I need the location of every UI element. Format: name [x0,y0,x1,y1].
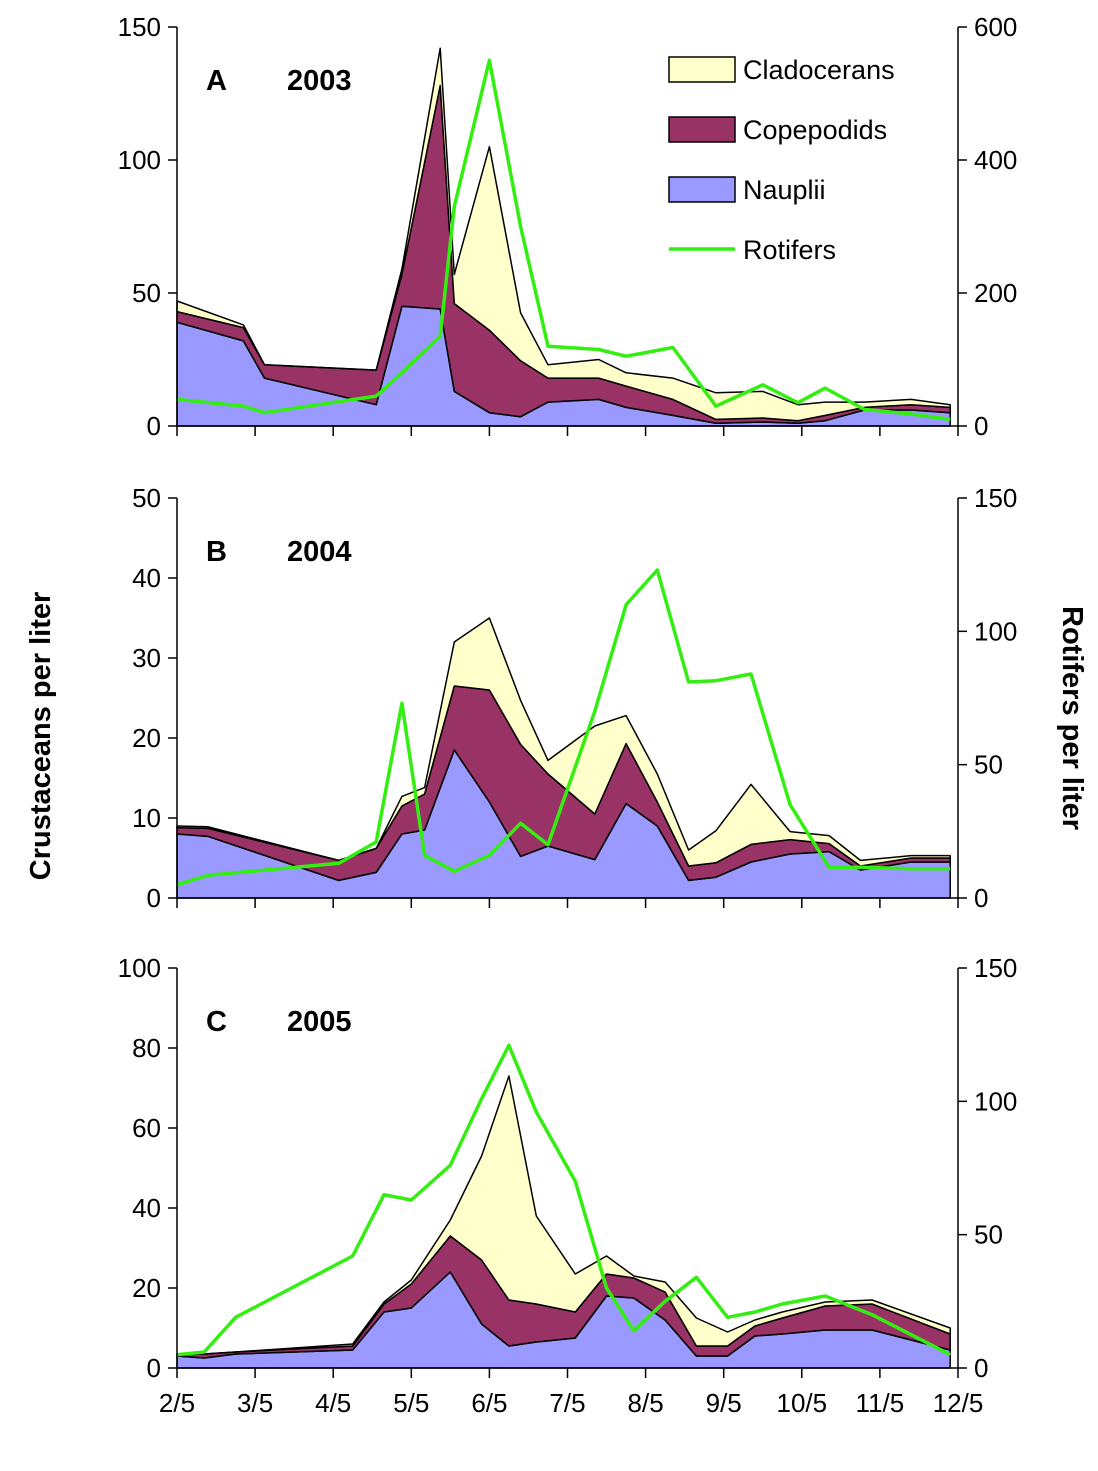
panel-b-left-tick-label: 50 [132,483,161,513]
panel-c-year: 2005 [287,1006,352,1038]
panel-c-right-tick-label: 100 [974,1086,1017,1116]
legend-swatch-copepodids [668,116,736,143]
panel-b-left-axis: 0 10 20 30 40 50 [132,483,178,913]
panel-b-left-tick-label: 30 [132,643,161,673]
panel-b-cladocerans-area [176,617,951,867]
panel-c-left-axis: 0 20 40 60 80 100 [118,953,178,1383]
panel-c-left-tick-label: 80 [132,1033,161,1063]
x-tick-label: 5/5 [393,1388,429,1418]
panel-c-rotifers-line [176,1043,951,1357]
left-axis-title: Crustaceans per liter [25,592,57,881]
x-tick-label: 6/5 [471,1388,507,1418]
panel-c-right-tick-label: 50 [974,1220,1003,1250]
panel-a-left-tick-label: 100 [118,145,161,175]
right-axis-title: Rotifers per liter [1056,606,1088,830]
panel-a-bottom-axis [176,425,959,436]
panel-b-right-tick-label: 0 [974,883,988,913]
x-tick-label: 4/5 [315,1388,351,1418]
panel-c-left-tick-label: 40 [132,1193,161,1223]
legend-swatch-cladocerans [668,56,736,83]
panel-a-left-tick-label: 150 [118,12,161,42]
panel-c-left-tick-label: 20 [132,1273,161,1303]
x-tick-label: 2/5 [159,1388,195,1418]
panel-b-year: 2004 [287,536,352,568]
panel-b-left-tick-label: 0 [147,883,161,913]
legend-label-cladocerans: Cladocerans [743,55,895,85]
panel-c-right-tick-label: 150 [974,953,1017,983]
panel-a-right-tick-label: 600 [974,12,1017,42]
panel-a-cladocerans-area [176,47,951,422]
panel-c-label: C [206,1006,227,1038]
panel-a-right-axis: 0 200 400 600 [957,12,1017,441]
panel-c-left-tick-label: 60 [132,1113,161,1143]
panel-b-right-tick-label: 100 [974,616,1017,646]
panel-b-left-tick-label: 20 [132,723,161,753]
panel-b-right-tick-label: 50 [974,750,1003,780]
panel-b-bottom-axis [176,897,959,908]
panel-a-rotifers-line [176,58,951,422]
panel-c-bottom-axis: 2/5 3/5 4/5 5/5 6/5 7/5 8/5 9/5 10/5 11/5 12/5 [159,1367,984,1418]
panel-a-left-tick-label: 0 [147,411,161,441]
legend-label-nauplii: Nauplii [743,175,826,205]
x-tick-label: 11/5 [856,1388,905,1418]
panel-c-left-tick-label: 100 [118,953,161,983]
panel-c-right-axis: 0 50 100 150 [957,953,1017,1383]
legend-label-copepodids: Copepodids [743,115,887,145]
legend-swatch-nauplii [668,176,736,203]
panel-b-rotifers-line [176,568,951,887]
panel-a-year: 2003 [287,65,352,97]
x-tick-label: 12/5 [933,1388,984,1418]
x-tick-label: 9/5 [706,1388,742,1418]
panel-c-areas [176,1075,951,1369]
x-tick-label: 3/5 [237,1388,273,1418]
x-tick-label: 7/5 [549,1388,585,1418]
panel-a-left-axis: 0 50 100 150 [118,12,178,441]
panel-a-right-tick-label: 400 [974,145,1017,175]
panel-a-label: A [206,65,227,97]
panel-b-areas [176,617,951,899]
x-tick-label: 8/5 [628,1388,664,1418]
panel-a: 0 50 100 150 0 200 400 600 A 2003 [118,12,1018,441]
panel-b-right-axis: 0 50 100 150 [957,483,1017,913]
panel-c-left-tick-label: 0 [147,1353,161,1383]
panel-b-right-tick-label: 150 [974,483,1017,513]
panel-c: 0 20 40 60 80 100 0 50 100 150 2/5 3/5 4/5 5/5 6/5 7/… [118,953,1018,1418]
panel-b-left-tick-label: 40 [132,563,161,593]
x-tick-label: 10/5 [776,1388,827,1418]
legend: Cladocerans Copepodids Nauplii Rotifers [668,55,895,265]
panel-a-left-tick-label: 50 [132,278,161,308]
legend-label-rotifers: Rotifers [743,235,836,265]
panel-b-left-tick-label: 10 [132,803,161,833]
panel-b: 0 10 20 30 40 50 0 50 100 150 B 2004 [132,483,1017,913]
panel-c-cladocerans-area [176,1075,951,1355]
panel-a-right-tick-label: 0 [974,411,988,441]
panel-b-label: B [206,536,227,568]
panel-a-right-tick-label: 200 [974,278,1017,308]
panel-c-right-tick-label: 0 [974,1353,988,1383]
